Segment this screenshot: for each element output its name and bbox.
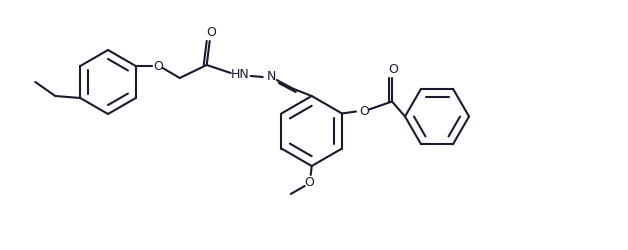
Text: N: N (267, 70, 276, 84)
Text: O: O (304, 176, 313, 188)
Text: O: O (206, 26, 215, 40)
Text: O: O (153, 60, 163, 72)
Text: O: O (359, 105, 369, 118)
Text: HN: HN (230, 68, 249, 82)
Text: O: O (388, 63, 398, 76)
